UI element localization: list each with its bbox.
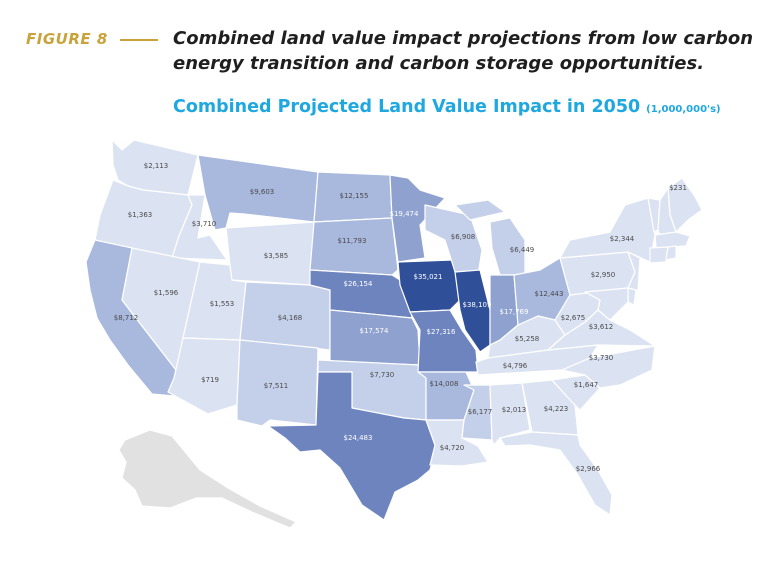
state-value-label-mn: $19,474	[390, 210, 419, 218]
state-ks	[329, 309, 421, 366]
state-value-label-or: $1,363	[128, 211, 153, 219]
state-value-label-mo: $27,316	[427, 328, 456, 336]
map-title: Combined Projected Land Value Impact in …	[173, 97, 721, 117]
state-value-label-me: $231	[669, 184, 687, 192]
state-value-label-fl: $2,966	[576, 465, 601, 473]
state-value-label-va: $3,612	[589, 323, 614, 331]
map-title-text: Combined Projected Land Value Impact in …	[173, 97, 641, 117]
state-de	[627, 287, 637, 306]
state-mn	[389, 174, 446, 263]
state-value-label-mt: $9,603	[250, 188, 275, 196]
state-ma	[654, 231, 691, 249]
states-layer	[85, 139, 703, 529]
state-ri	[665, 245, 677, 261]
state-value-label-wy: $3,585	[264, 252, 289, 260]
state-value-label-la: $4,720	[440, 444, 465, 452]
state-wy	[225, 221, 315, 286]
figure-rule	[120, 39, 158, 41]
state-id	[171, 194, 228, 261]
labels-layer: $2,113 $1,363 $8,712 $3,710 $1,596 $1,553 $719…	[114, 162, 687, 473]
state-value-label-nm: $7,511	[264, 382, 289, 390]
state-value-label-ar: $14,008	[430, 380, 459, 388]
state-value-label-ky: $5,258	[515, 335, 540, 343]
state-value-label-ne: $26,154	[344, 280, 373, 288]
state-fl	[499, 431, 613, 516]
state-value-label-in: $17,769	[500, 308, 529, 316]
state-value-label-co: $4,168	[278, 314, 303, 322]
state-value-label-pa: $2,950	[591, 271, 616, 279]
state-md	[584, 287, 629, 321]
caption-line-1: Combined land value impact projections f…	[173, 28, 754, 49]
caption-line-2: energy transition and carbon storage opp…	[173, 53, 705, 74]
map-title-unit: (1,000,000's)	[646, 104, 721, 115]
state-sd	[309, 217, 399, 276]
state-value-label-tn: $4,796	[503, 362, 528, 370]
state-value-label-nc: $3,730	[589, 354, 614, 362]
state-nc	[561, 345, 656, 389]
state-value-label-id: $3,710	[192, 220, 217, 228]
state-value-label-az: $719	[201, 376, 219, 384]
state-value-label-ks: $17,574	[360, 327, 389, 335]
state-value-label-mi: $6,449	[510, 246, 535, 254]
state-value-label-ny: $2,344	[610, 235, 635, 243]
state-value-label-ut: $1,553	[210, 300, 235, 308]
state-sc	[551, 374, 601, 411]
state-value-label-sd: $11,793	[338, 237, 367, 245]
state-ny	[559, 197, 656, 263]
state-il	[454, 269, 491, 353]
state-value-label-ca: $8,712	[114, 314, 139, 322]
state-value-label-oh: $12,443	[535, 290, 564, 298]
state-value-label-sc: $1,647	[574, 381, 599, 389]
state-value-label-tx: $24,483	[344, 434, 373, 442]
state-tx	[267, 371, 437, 521]
figure-caption: Combined land value impact projections f…	[173, 26, 763, 76]
state-ia	[397, 259, 463, 313]
state-value-label-wa: $2,113	[144, 162, 169, 170]
state-value-label-ga: $4,223	[544, 405, 569, 413]
figure-label: FIGURE 8	[26, 30, 108, 48]
state-value-label-al: $2,013	[502, 406, 527, 414]
state-value-label-nd: $12,155	[340, 192, 369, 200]
state-value-label-ok: $7,730	[370, 371, 395, 379]
state-value-label-ms: $6,177	[468, 408, 493, 416]
state-ak	[118, 429, 297, 529]
state-value-label-ia: $35,021	[414, 273, 443, 281]
state-ct	[649, 246, 669, 264]
state-value-label-il: $38,109	[463, 301, 492, 309]
state-value-label-wv: $2,675	[561, 314, 586, 322]
state-value-label-wi: $6,908	[451, 233, 476, 241]
state-value-label-nv: $1,596	[154, 289, 179, 297]
